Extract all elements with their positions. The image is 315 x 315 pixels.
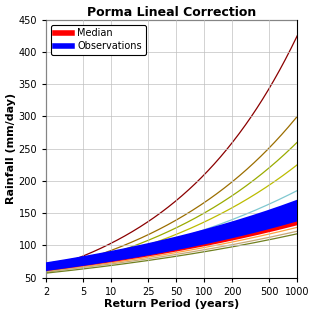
Y-axis label: Rainfall (mm/day): Rainfall (mm/day) — [6, 93, 15, 204]
X-axis label: Return Period (years): Return Period (years) — [104, 300, 239, 309]
Legend: Median, Observations: Median, Observations — [51, 25, 146, 55]
Title: Porma Lineal Correction: Porma Lineal Correction — [87, 6, 256, 19]
